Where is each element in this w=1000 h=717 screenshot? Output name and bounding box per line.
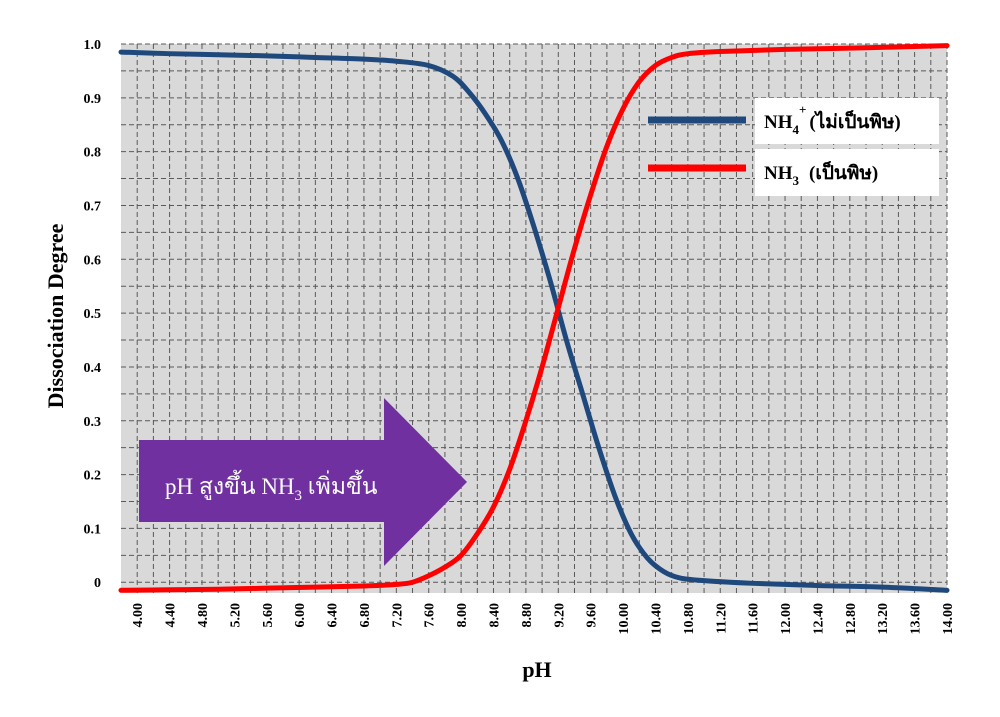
- x-tick-label: 12.40: [811, 603, 826, 635]
- legend-box-nh3: [755, 149, 939, 196]
- legend-item-nh4: NH4+(ไม่เป็นพิษ): [648, 98, 939, 144]
- x-tick-label: 12.00: [779, 603, 794, 635]
- legend-label-nh3: NH3 (เป็นพิษ): [764, 160, 878, 188]
- y-axis-ticks: 0 0.1 0.2 0.3 0.4 0.5 0.6 0.7 0.8 0.9 1.0: [84, 38, 102, 591]
- legend-label-nh4: NH4+(ไม่เป็นพิษ): [764, 102, 901, 137]
- y-tick-label: 1.0: [84, 38, 102, 53]
- x-tick-label: 14.00: [941, 603, 956, 635]
- x-tick-label: 8.80: [520, 603, 535, 628]
- series-line-nh3: [118, 43, 950, 593]
- x-tick-label: 5.60: [261, 603, 276, 628]
- y-tick-label: 0.1: [84, 522, 102, 537]
- x-axis-title: pH: [522, 657, 551, 682]
- x-tick-label: 11.60: [747, 603, 762, 634]
- x-tick-label: 7.60: [423, 603, 438, 628]
- ph-increase-arrow: pH สูงขึ้น NH3 เพิ่มขึ้น: [139, 398, 467, 566]
- y-tick-label: 0.7: [84, 199, 102, 214]
- y-tick-label: 0.4: [84, 361, 102, 376]
- y-tick-label: 0.6: [84, 253, 102, 268]
- y-tick-label: 0.3: [84, 415, 102, 430]
- x-tick-label: 5.20: [228, 603, 243, 628]
- y-tick-label: 0.8: [84, 146, 102, 161]
- x-tick-label: 10.00: [617, 603, 632, 635]
- x-tick-label: 10.40: [649, 603, 664, 635]
- x-tick-label: 9.20: [552, 603, 567, 628]
- x-tick-label: 9.60: [585, 603, 600, 628]
- legend: NH4+(ไม่เป็นพิษ) NH3 (เป็นพิษ): [648, 98, 939, 196]
- x-tick-label: 8.00: [455, 603, 470, 628]
- series-lines: [118, 43, 950, 593]
- y-tick-label: 0.2: [84, 469, 102, 484]
- x-axis-ticks: 4.00 4.40 4.80 5.20 5.60 6.00 6.40 6.80 7.20 7.60…: [131, 603, 956, 635]
- y-tick-label: 0.9: [84, 92, 102, 107]
- legend-item-nh3: NH3 (เป็นพิษ): [648, 149, 939, 196]
- y-axis-title: Dissociation Degree: [43, 223, 68, 408]
- x-tick-label: 6.80: [358, 603, 373, 628]
- x-tick-label: 13.20: [876, 603, 891, 635]
- series-line-nh4: [118, 49, 950, 593]
- x-tick-label: 8.40: [488, 603, 503, 628]
- y-tick-label: 0: [94, 576, 101, 591]
- x-tick-label: 4.40: [164, 603, 179, 628]
- x-tick-label: 4.00: [131, 603, 146, 628]
- legend-box-nh4: [755, 98, 939, 144]
- y-tick-label: 0.5: [84, 307, 102, 322]
- x-tick-label: 6.40: [326, 603, 341, 628]
- arrow-shape: [139, 398, 467, 566]
- x-tick-label: 11.20: [714, 603, 729, 634]
- arrow-label: pH สูงขึ้น NH3 เพิ่มขึ้น: [165, 470, 378, 504]
- x-tick-label: 4.80: [196, 603, 211, 628]
- x-tick-label: 6.00: [293, 603, 308, 628]
- x-tick-label: 13.60: [909, 603, 924, 635]
- x-tick-label: 7.20: [390, 603, 405, 628]
- x-tick-label: 10.80: [682, 603, 697, 635]
- x-tick-label: 12.80: [844, 603, 859, 635]
